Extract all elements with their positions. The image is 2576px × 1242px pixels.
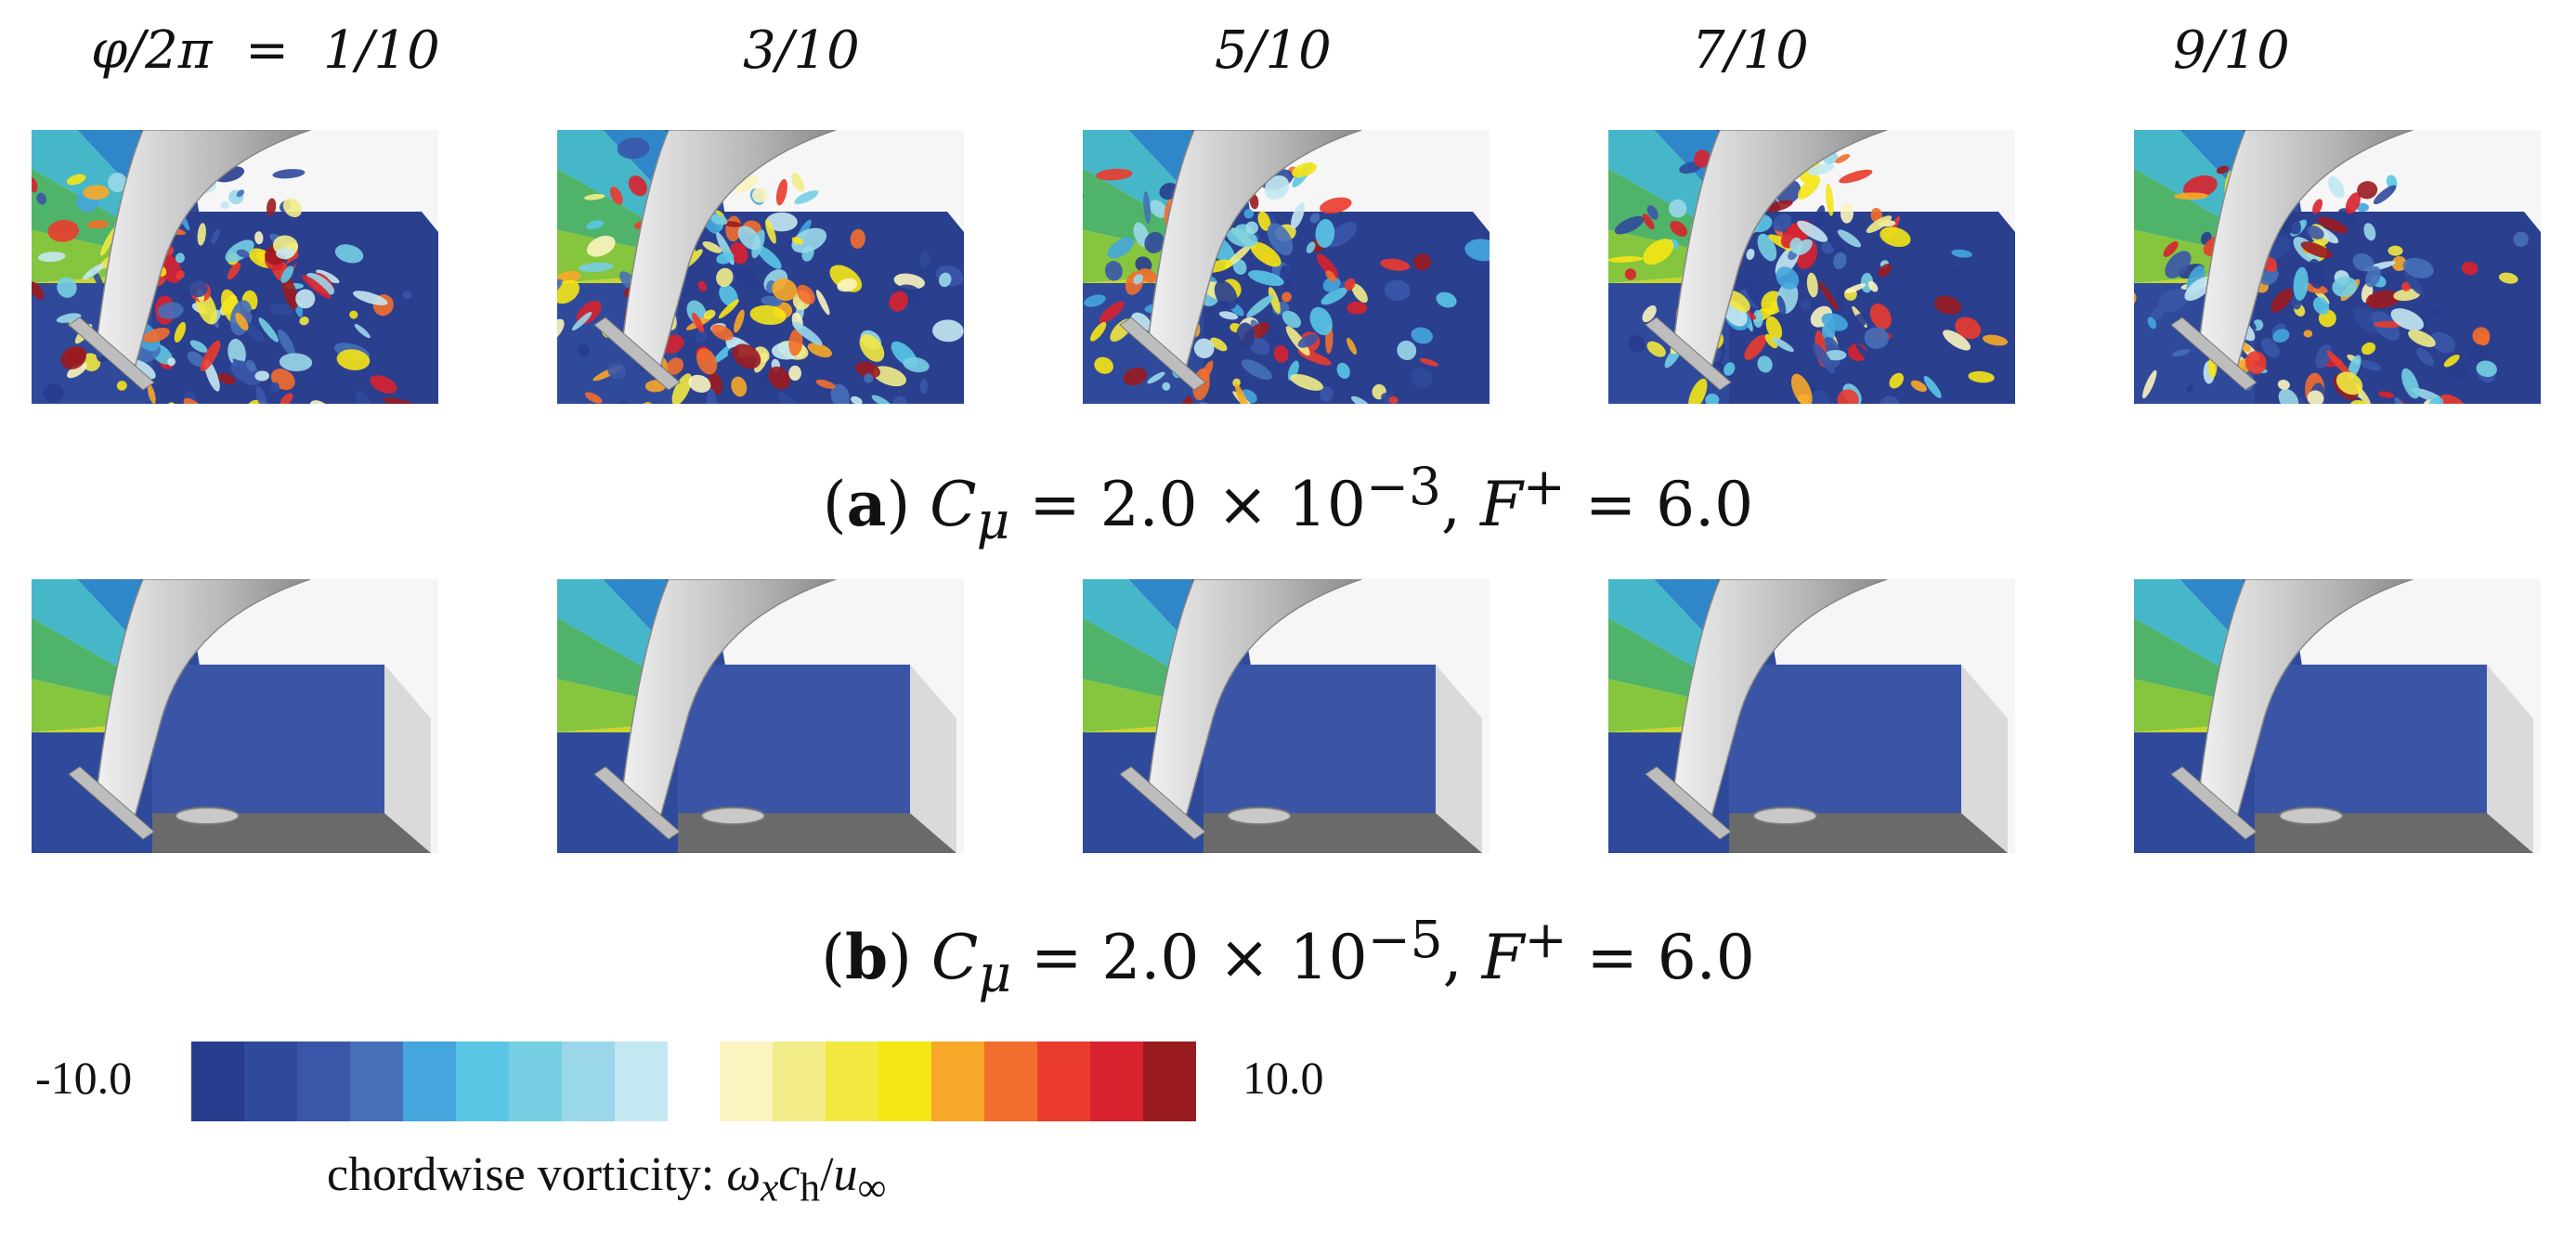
- caption-a-exponent: −3: [1365, 457, 1441, 516]
- colorbar-swatch: [191, 1041, 244, 1121]
- flow-panel-b-1: [32, 579, 438, 853]
- colorbar-swatch: [1037, 1041, 1090, 1121]
- phase-label-9: 9/10: [2173, 20, 2290, 81]
- caption-b-cmu: 2.0 × 10: [1101, 922, 1368, 993]
- colorbar-swatch: [773, 1041, 826, 1121]
- caption-b-fplus: 6.0: [1657, 922, 1755, 993]
- colorbar-swatch: [244, 1041, 297, 1121]
- caption-a: (a) Cμ = 2.0 × 10−3, F+ = 6.0: [822, 457, 1754, 551]
- colorbar-swatch: [562, 1041, 615, 1121]
- caption-a-cmu: 2.0 × 10: [1099, 469, 1366, 540]
- flow-panel-a-2: [557, 130, 964, 404]
- colorbar-swatch: [931, 1041, 984, 1121]
- phase-prefix-label: φ/2π =: [91, 20, 290, 81]
- phase-label-3: 3/10: [743, 20, 860, 81]
- caption-a-fplus: 6.0: [1656, 469, 1754, 540]
- colorbar-swatch: [826, 1041, 878, 1121]
- flow-panel-a-3: [1083, 130, 1490, 404]
- caption-b: (b) Cμ = 2.0 × 10−5, F+ = 6.0: [821, 910, 1755, 1004]
- colorbar-title: chordwise vorticity: ωxch/u∞: [327, 1148, 887, 1210]
- flow-panel-b-2: [557, 579, 964, 853]
- flow-panel-a-5: [2134, 130, 2541, 404]
- flow-panel-a-1: [32, 130, 438, 404]
- colorbar-swatch: [1090, 1041, 1143, 1121]
- colorbar-swatch: [1143, 1041, 1196, 1121]
- caption-b-letter: b: [844, 921, 889, 993]
- colorbar-swatch: [350, 1041, 403, 1121]
- colorbar-title-text: chordwise vorticity:: [327, 1148, 727, 1201]
- colorbar-min-label: -10.0: [35, 1052, 133, 1104]
- colorbar-swatch: [984, 1041, 1037, 1121]
- colorbar-swatch: [720, 1041, 773, 1121]
- flow-panel-b-3: [1083, 579, 1490, 853]
- phase-label-5: 5/10: [1215, 20, 1332, 81]
- colorbar-swatch: [456, 1041, 509, 1121]
- phase-label-1: 1/10: [323, 20, 440, 81]
- colorbar-swatch: [615, 1041, 668, 1121]
- phase-label-7: 7/10: [1692, 20, 1809, 81]
- caption-b-exponent: −5: [1367, 910, 1443, 969]
- flow-panel-b-5: [2134, 579, 2541, 853]
- colorbar-max-label: 10.0: [1242, 1052, 1324, 1104]
- caption-a-letter: a: [846, 468, 887, 540]
- flow-panel-b-4: [1608, 579, 2015, 853]
- colorbar-swatch: [878, 1041, 931, 1121]
- colorbar-swatch: [403, 1041, 456, 1121]
- flow-panel-a-4: [1608, 130, 2015, 404]
- colorbar-swatch: [509, 1041, 562, 1121]
- colorbar-swatch: [297, 1041, 350, 1121]
